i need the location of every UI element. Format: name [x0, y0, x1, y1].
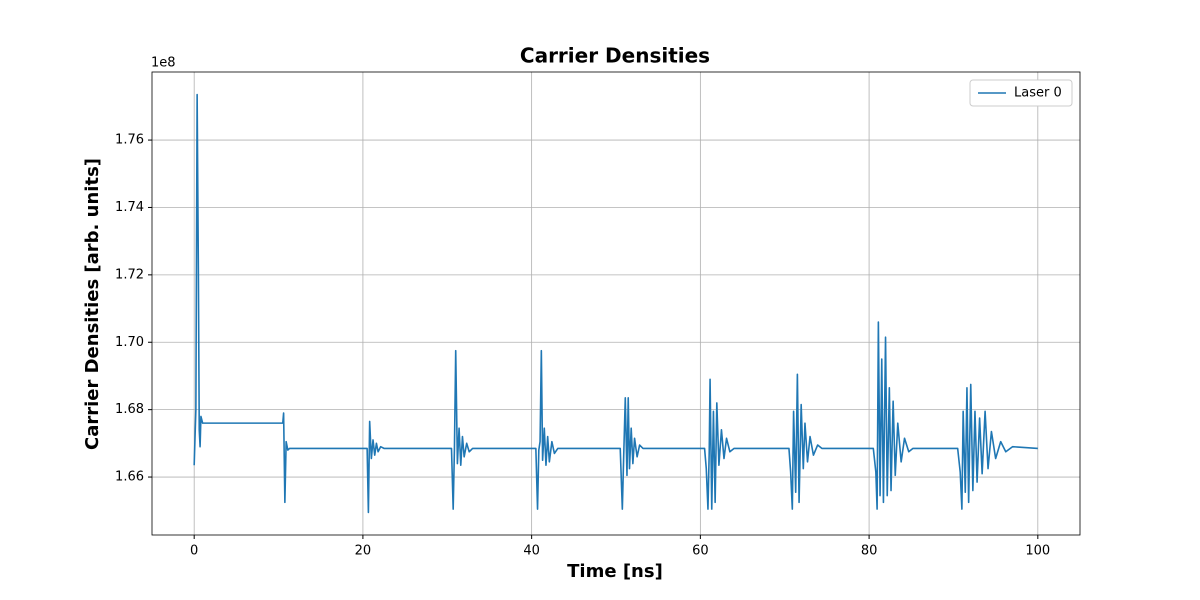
x-tick-label: 100 — [1025, 544, 1050, 559]
x-tick-label: 20 — [355, 544, 372, 559]
x-tick-label: 0 — [190, 544, 198, 559]
y-tick-label: 1.72 — [115, 267, 144, 282]
y-tick-label: 1.70 — [115, 335, 144, 350]
data-line — [193, 93, 1038, 514]
x-tick-label: 60 — [692, 544, 709, 559]
legend-label: Laser 0 — [1014, 86, 1062, 101]
y-axis-label: Carrier Densities [arb. units] — [82, 158, 103, 450]
y-tick-label: 1.76 — [115, 133, 144, 148]
y-tick-label: 1.66 — [115, 470, 144, 485]
x-tick-label: 80 — [861, 544, 878, 559]
x-axis-label: Time [ns] — [567, 561, 663, 582]
y-tick-label: 1.74 — [115, 200, 144, 215]
legend-box — [969, 79, 1073, 107]
plot-frame — [151, 71, 1081, 536]
y-tick-label: 1.68 — [115, 402, 144, 417]
chart-title: Carrier Densities — [520, 44, 710, 68]
x-tick-label: 40 — [523, 544, 540, 559]
y-offset-label: 1e8 — [151, 56, 176, 71]
